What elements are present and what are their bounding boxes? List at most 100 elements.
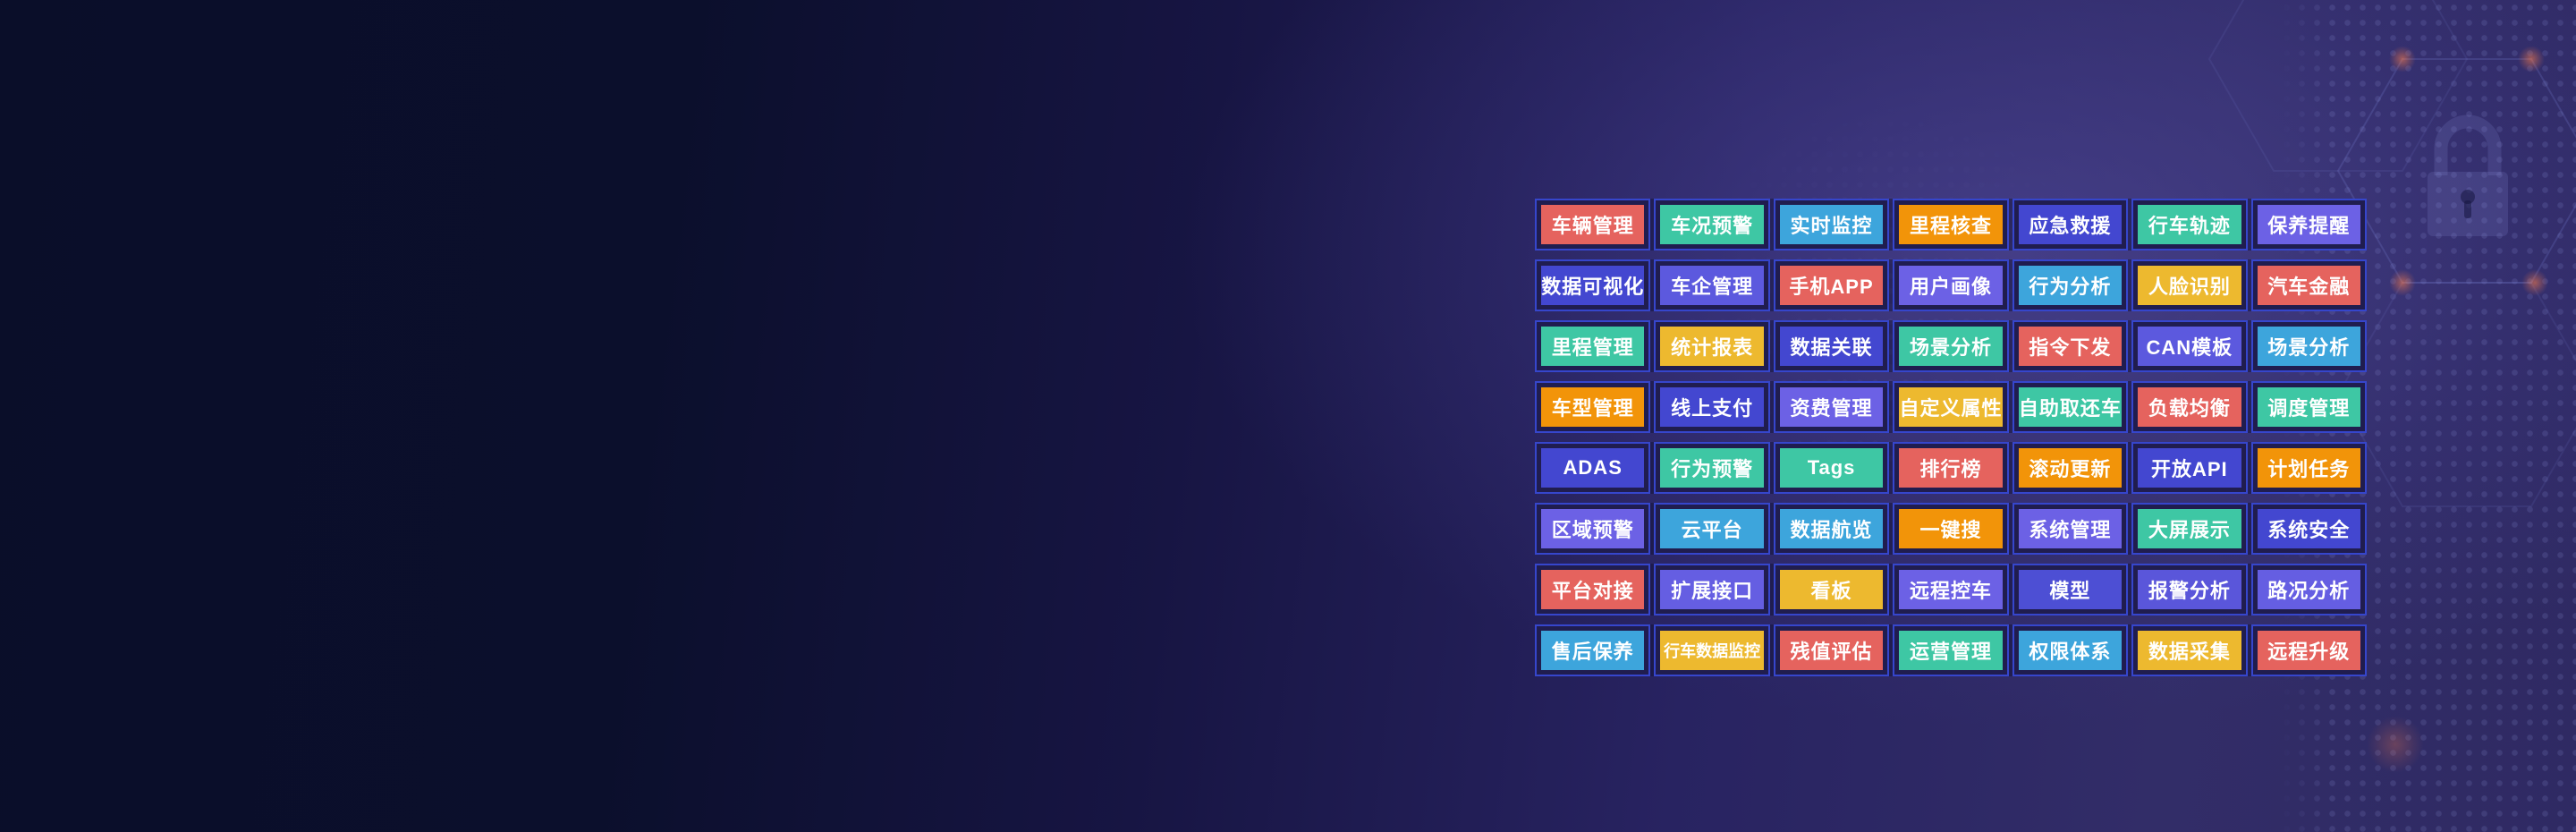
- feature-button[interactable]: 实时监控: [1779, 205, 1884, 244]
- feature-cell: 车企管理: [1654, 259, 1770, 311]
- feature-button[interactable]: 自助取还车: [2018, 387, 2123, 427]
- feature-cell: 运营管理: [1893, 624, 2009, 676]
- feature-button[interactable]: Tags: [1779, 448, 1884, 488]
- feature-cell: 数据关联: [1773, 320, 1890, 372]
- feature-cell: 扩展接口: [1654, 564, 1770, 616]
- feature-button[interactable]: 负载均衡: [2138, 387, 2241, 427]
- feature-cell: 场景分析: [1893, 320, 2009, 372]
- feature-cell: 残值评估: [1773, 624, 1890, 676]
- feature-button[interactable]: CAN模板: [2138, 327, 2241, 366]
- feature-button[interactable]: 开放API: [2138, 448, 2241, 488]
- feature-button[interactable]: 模型: [2018, 570, 2123, 609]
- feature-button[interactable]: 行为分析: [2018, 266, 2123, 305]
- feature-button[interactable]: 报警分析: [2138, 570, 2241, 609]
- feature-grid: 车辆管理 车况预警 实时监控 里程核查 应急救援 行车轨迹 保养提醒 数据可视化…: [1535, 199, 2367, 685]
- feature-button[interactable]: 区域预警: [1541, 509, 1645, 548]
- feature-cell: 指令下发: [2012, 320, 2129, 372]
- feature-cell: 数据航览: [1773, 503, 1890, 555]
- feature-cell: 平台对接: [1535, 564, 1651, 616]
- feature-cell: 看板: [1773, 564, 1890, 616]
- feature-button[interactable]: 用户画像: [1899, 266, 2003, 305]
- feature-button[interactable]: 数据可视化: [1541, 266, 1645, 305]
- feature-button[interactable]: 系统管理: [2018, 509, 2123, 548]
- feature-cell: 滚动更新: [2012, 442, 2129, 494]
- feature-button[interactable]: 平台对接: [1541, 570, 1645, 609]
- feature-button[interactable]: 指令下发: [2018, 327, 2123, 366]
- feature-button[interactable]: 手机APP: [1779, 266, 1884, 305]
- feature-button[interactable]: 自定义属性: [1899, 387, 2003, 427]
- feature-cell: 大屏展示: [2131, 503, 2248, 555]
- glow-dot: [2389, 269, 2416, 296]
- feature-cell: 模型: [2012, 564, 2129, 616]
- feature-button[interactable]: 场景分析: [1899, 327, 2003, 366]
- feature-button[interactable]: ADAS: [1541, 448, 1645, 488]
- feature-button[interactable]: 系统安全: [2257, 509, 2360, 548]
- feature-button[interactable]: 看板: [1779, 570, 1884, 609]
- feature-button[interactable]: 计划任务: [2257, 448, 2360, 488]
- feature-cell: 车况预警: [1654, 199, 1770, 250]
- feature-button[interactable]: 滚动更新: [2018, 448, 2123, 488]
- feature-cell: 里程核查: [1893, 199, 2009, 250]
- feature-button[interactable]: 里程核查: [1899, 205, 2003, 244]
- feature-cell: 系统管理: [2012, 503, 2129, 555]
- feature-cell: 远程升级: [2250, 624, 2367, 676]
- feature-cell: 计划任务: [2250, 442, 2367, 494]
- feature-button[interactable]: 残值评估: [1779, 631, 1884, 670]
- feature-button[interactable]: 远程升级: [2257, 631, 2360, 670]
- feature-cell: 自助取还车: [2012, 381, 2129, 433]
- feature-row-5: ADAS 行为预警 Tags 排行榜 滚动更新 开放API 计划任务: [1535, 442, 2367, 494]
- feature-button[interactable]: 数据采集: [2138, 631, 2241, 670]
- feature-row-4: 车型管理 线上支付 资费管理 自定义属性 自助取还车 负载均衡 调度管理: [1535, 381, 2367, 433]
- feature-button[interactable]: 行车轨迹: [2138, 205, 2241, 244]
- feature-button[interactable]: 云平台: [1660, 509, 1764, 548]
- feature-button[interactable]: 行为预警: [1660, 448, 1764, 488]
- feature-button[interactable]: 车企管理: [1660, 266, 1764, 305]
- feature-button[interactable]: 人脸识别: [2138, 266, 2241, 305]
- feature-cell: 排行榜: [1893, 442, 2009, 494]
- feature-cell: 用户画像: [1893, 259, 2009, 311]
- feature-cell: 自定义属性: [1893, 381, 2009, 433]
- feature-cell: 权限体系: [2012, 624, 2129, 676]
- feature-button[interactable]: 调度管理: [2257, 387, 2360, 427]
- feature-cell: 负载均衡: [2131, 381, 2248, 433]
- feature-cell: 区域预警: [1535, 503, 1651, 555]
- feature-button[interactable]: 权限体系: [2018, 631, 2123, 670]
- feature-button[interactable]: 售后保养: [1541, 631, 1645, 670]
- feature-cell: 调度管理: [2250, 381, 2367, 433]
- feature-cell: 手机APP: [1773, 259, 1890, 311]
- feature-button[interactable]: 远程控车: [1899, 570, 2003, 609]
- feature-cell: 行为分析: [2012, 259, 2129, 311]
- feature-cell: 一键搜: [1893, 503, 2009, 555]
- feature-button[interactable]: 车辆管理: [1541, 205, 1645, 244]
- feature-button[interactable]: 扩展接口: [1660, 570, 1764, 609]
- feature-button[interactable]: 运营管理: [1899, 631, 2003, 670]
- feature-button[interactable]: 数据关联: [1779, 327, 1884, 366]
- feature-button[interactable]: 车型管理: [1541, 387, 1645, 427]
- feature-cell: 保养提醒: [2250, 199, 2367, 250]
- feature-button[interactable]: 里程管理: [1541, 327, 1645, 366]
- feature-cell: 行车数据监控: [1654, 624, 1770, 676]
- feature-button[interactable]: 路况分析: [2257, 570, 2360, 609]
- feature-button[interactable]: 数据航览: [1779, 509, 1884, 548]
- feature-button[interactable]: 排行榜: [1899, 448, 2003, 488]
- feature-cell: 开放API: [2131, 442, 2248, 494]
- feature-button[interactable]: 资费管理: [1779, 387, 1884, 427]
- feature-button[interactable]: 行车数据监控: [1660, 631, 1764, 670]
- feature-button[interactable]: 一键搜: [1899, 509, 2003, 548]
- feature-button[interactable]: 线上支付: [1660, 387, 1764, 427]
- feature-button[interactable]: 应急救援: [2018, 205, 2123, 244]
- feature-button[interactable]: 场景分析: [2257, 327, 2360, 366]
- feature-button[interactable]: 大屏展示: [2138, 509, 2241, 548]
- feature-button[interactable]: 统计报表: [1660, 327, 1764, 366]
- feature-cell: 实时监控: [1773, 199, 1890, 250]
- feature-button[interactable]: 保养提醒: [2257, 205, 2360, 244]
- feature-button[interactable]: 车况预警: [1660, 205, 1764, 244]
- feature-cell: 应急救援: [2012, 199, 2129, 250]
- feature-cell: 里程管理: [1535, 320, 1651, 372]
- feature-row-2: 数据可视化 车企管理 手机APP 用户画像 行为分析 人脸识别 汽车金融: [1535, 259, 2367, 311]
- feature-row-6: 区域预警 云平台 数据航览 一键搜 系统管理 大屏展示 系统安全: [1535, 503, 2367, 555]
- feature-cell: 系统安全: [2250, 503, 2367, 555]
- glow-dot: [2521, 269, 2548, 296]
- feature-button[interactable]: 汽车金融: [2257, 266, 2360, 305]
- feature-cell: 车型管理: [1535, 381, 1651, 433]
